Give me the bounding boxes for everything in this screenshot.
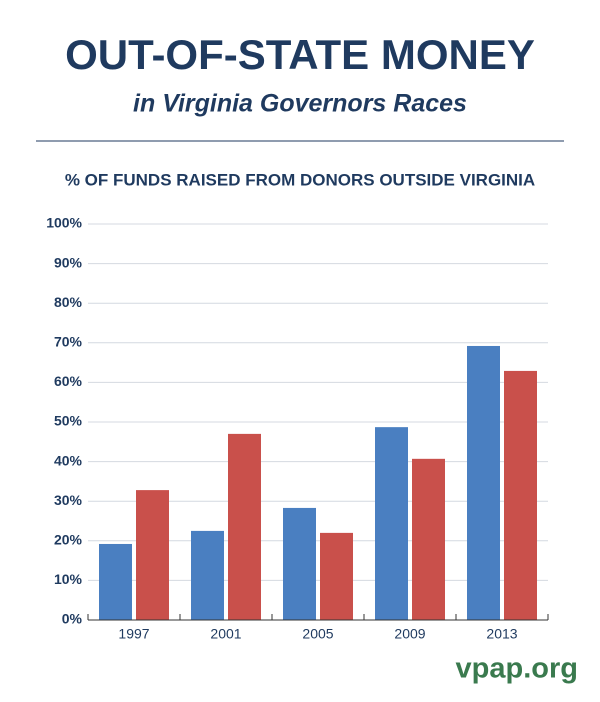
bar [375,427,408,620]
y-tick-label: 40% [54,452,83,468]
bar [412,458,445,620]
x-tick-label: 2005 [302,626,333,642]
y-tick-label: 70% [54,334,83,350]
x-tick-label: 1997 [118,626,149,642]
bar [228,433,261,620]
bar [136,490,169,620]
x-tick-label: 2013 [486,626,517,642]
axis-title: % OF FUNDS RAISED FROM DONORS OUTSIDE VI… [65,170,535,189]
bar [467,345,500,620]
y-tick-label: 60% [54,373,83,389]
source: vpap.org [456,653,578,685]
y-tick-label: 80% [54,294,83,310]
y-tick-label: 90% [54,254,83,270]
bar [99,543,132,620]
chart-title: OUT-OF-STATE MONEY [65,31,535,78]
bar [283,507,316,620]
y-tick-label: 100% [46,215,82,231]
y-tick-label: 10% [54,571,83,587]
bar [504,370,537,620]
bar [320,532,353,620]
y-tick-label: 50% [54,413,83,429]
y-tick-label: 20% [54,532,83,548]
bar [191,530,224,620]
x-tick-label: 2001 [210,626,241,642]
y-tick-label: 30% [54,492,83,508]
y-tick-label: 0% [62,611,83,627]
x-tick-label: 2009 [394,626,425,642]
chart-subtitle: in Virginia Governors Races [133,90,467,118]
